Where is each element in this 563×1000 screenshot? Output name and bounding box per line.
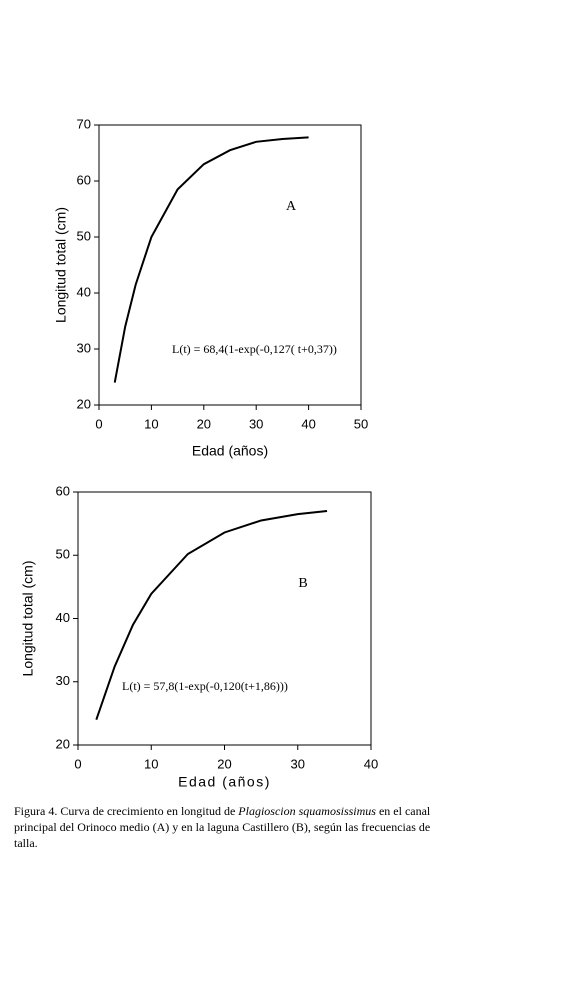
x-tick-label: 20: [197, 416, 211, 431]
growth-curve: [95, 509, 328, 721]
y-axis-label: Longitud total (cm): [53, 207, 69, 323]
y-tick-label: 50: [77, 228, 91, 243]
x-tick-label: 10: [144, 416, 158, 431]
y-tick-label: 30: [77, 340, 91, 355]
caption-text: en el canal principal del Orinoco medio …: [14, 804, 431, 850]
x-tick-label: 30: [291, 756, 305, 771]
y-tick-label: 60: [77, 172, 91, 187]
plot-frame: [77, 491, 372, 746]
y-tick-label: 50: [56, 547, 70, 562]
x-tick-label: 40: [364, 756, 378, 771]
x-axis-label: Edad (años): [192, 443, 268, 459]
x-tick-label: 40: [301, 416, 315, 431]
annotation: L(t) = 57,8(1-exp(-0,120(t+1,86))): [122, 679, 288, 693]
y-tick-label: 30: [56, 673, 70, 688]
y-tick-label: 20: [77, 396, 91, 411]
x-tick-label: 20: [217, 756, 231, 771]
annotation: A: [286, 199, 297, 214]
y-tick-label: 60: [56, 483, 70, 498]
y-tick-label: 40: [77, 284, 91, 299]
caption-text: Figura 4. Curva de crecimiento en longit…: [14, 804, 239, 818]
caption: Figura 4. Curva de crecimiento en longit…: [14, 803, 454, 851]
plot-frame: [98, 124, 362, 406]
x-tick-label: 50: [354, 416, 368, 431]
species-name: Plagioscion squamosissimus: [238, 804, 376, 818]
x-tick-label: 0: [74, 756, 81, 771]
y-tick-label: 70: [77, 116, 91, 131]
y-axis-label: Longitud total (cm): [20, 561, 36, 677]
x-tick-label: 10: [144, 756, 158, 771]
x-tick-label: 0: [95, 416, 102, 431]
x-tick-label: 30: [249, 416, 263, 431]
y-tick-label: 40: [56, 610, 70, 625]
figure: 20 30 40 50 60 70 0 10 20 30 40 50 Edad (años) Longit…: [20, 116, 379, 790]
growth-curve: [113, 136, 309, 383]
y-tick-label: 20: [56, 736, 70, 751]
annotation: L(t) = 68,4(1-exp(-0,127( t+0,37)): [172, 342, 337, 356]
x-axis-label: Edad (años): [178, 774, 271, 790]
annotation: B: [298, 576, 307, 591]
